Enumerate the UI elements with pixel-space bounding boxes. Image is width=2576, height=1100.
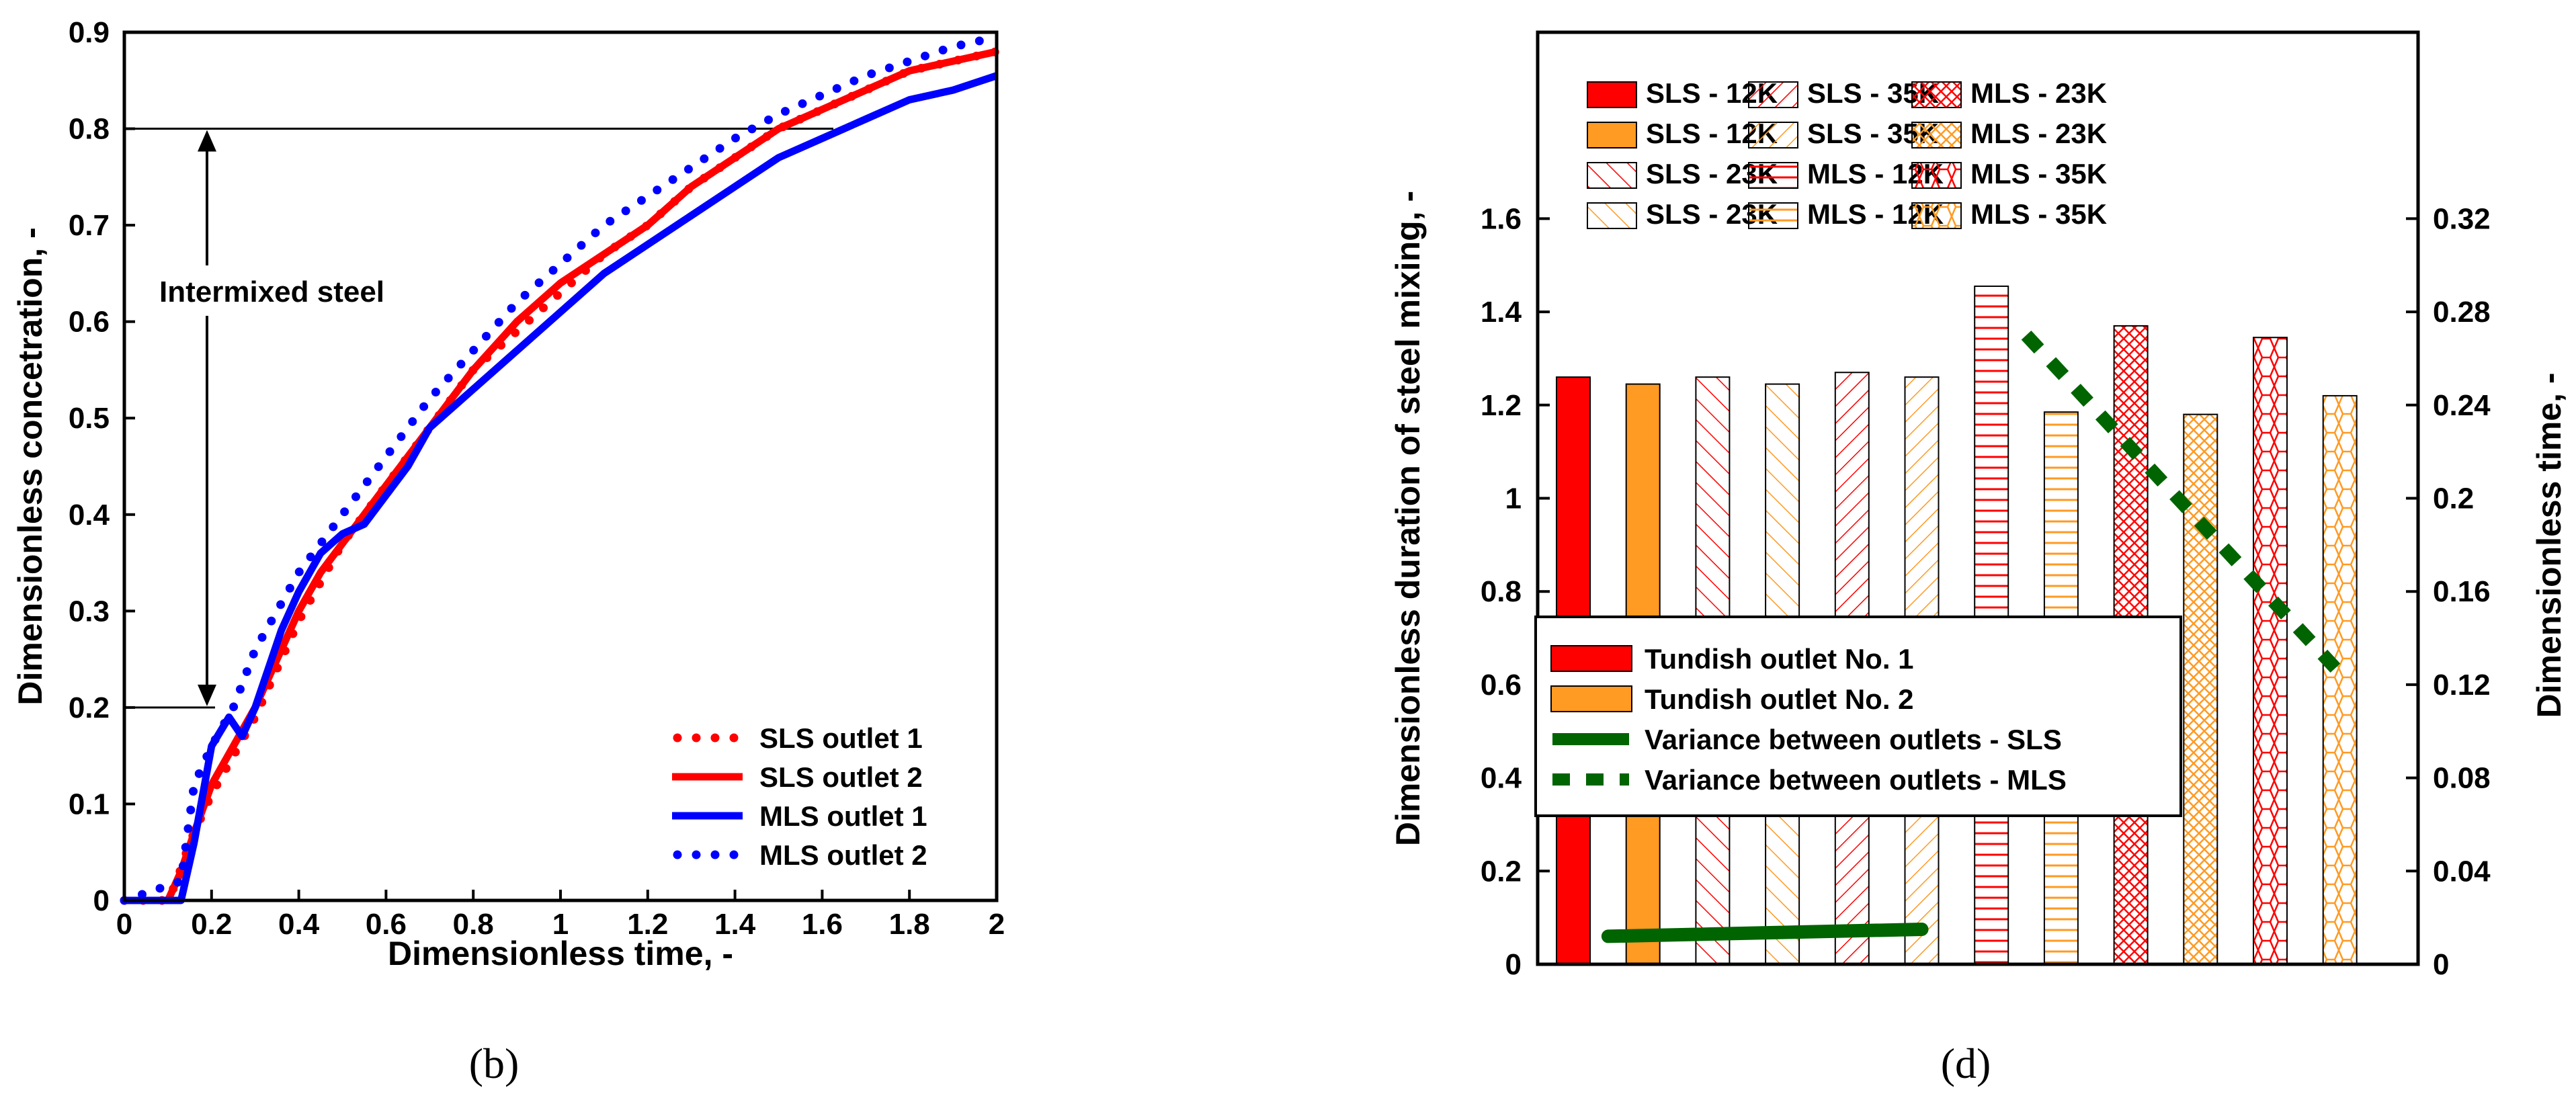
y2-tick-label: 0.24 bbox=[2433, 389, 2491, 422]
annotation-arrowhead-down bbox=[198, 684, 216, 706]
x-tick-label: 1 bbox=[552, 908, 569, 941]
legend-swatch bbox=[1550, 685, 1632, 712]
legend-pattern-swatch bbox=[1587, 81, 1637, 108]
x-tick-label: 0 bbox=[116, 908, 132, 941]
legend-pattern-label: MLS - 23K bbox=[1970, 77, 2107, 109]
x-axis-title: Dimensionless time, - bbox=[388, 935, 733, 972]
legend-pattern-swatch bbox=[1748, 122, 1798, 149]
legend-pattern-swatch bbox=[1911, 202, 1962, 229]
y-tick-label: 0 bbox=[93, 884, 110, 917]
y2-tick-label: 0.32 bbox=[2433, 202, 2491, 235]
legend-label: SLS outlet 2 bbox=[759, 761, 923, 793]
legend-label: MLS outlet 1 bbox=[759, 800, 927, 832]
x-tick-label: 2 bbox=[989, 908, 1005, 941]
y2-tick-label: 0.08 bbox=[2433, 762, 2491, 795]
y2-tick-label: 0.12 bbox=[2433, 669, 2491, 702]
y-tick-label: 1 bbox=[1505, 482, 1522, 515]
legend-label: SLS outlet 1 bbox=[759, 722, 923, 754]
legend-pattern-label: MLS - 35K bbox=[1970, 198, 2107, 230]
x-tick-label: 1.8 bbox=[889, 908, 930, 941]
legend-pattern-swatch bbox=[1748, 162, 1798, 189]
series-line-3 bbox=[124, 72, 998, 904]
y-tick-label: 0.5 bbox=[69, 402, 110, 435]
legend-pattern-swatch bbox=[1587, 122, 1637, 149]
y-tick-label: 0.8 bbox=[69, 113, 110, 146]
variance-line-2 bbox=[2021, 330, 2345, 678]
y-tick-label: 0.8 bbox=[1481, 575, 1522, 608]
legend-pattern-swatch bbox=[1748, 202, 1798, 229]
y-axis-title: Dimensionless duration of steel mixing, … bbox=[1389, 191, 1427, 846]
y-tick-label: 0.4 bbox=[1481, 762, 1522, 795]
bar bbox=[2322, 394, 2358, 965]
y-tick-label: 0.6 bbox=[1481, 669, 1522, 702]
bar bbox=[2183, 413, 2218, 965]
x-tick-label: 1.4 bbox=[714, 908, 756, 941]
legend-pattern-swatch bbox=[1587, 162, 1637, 189]
y-tick-label: 0.1 bbox=[69, 788, 110, 820]
x-tick-label: 1.6 bbox=[802, 908, 843, 941]
y-tick-label: 0.3 bbox=[69, 595, 110, 628]
y-tick-label: 0.4 bbox=[69, 499, 110, 532]
y-tick-label: 1.4 bbox=[1481, 296, 1522, 329]
variance-line-1 bbox=[1601, 922, 1929, 943]
legend-swatch bbox=[1550, 645, 1632, 672]
y-tick-label: 1.6 bbox=[1481, 202, 1522, 235]
legend-box bbox=[1534, 616, 2182, 817]
y-tick-label: 0.6 bbox=[69, 306, 110, 339]
y-tick-label: 0.2 bbox=[1481, 855, 1522, 888]
y2-tick-label: 0 bbox=[2433, 948, 2449, 981]
legend-pattern-swatch bbox=[1911, 162, 1962, 189]
y2-axis-title: Dimensionless time, - bbox=[2530, 372, 2568, 718]
x-tick-label: 0.2 bbox=[191, 908, 232, 941]
y-axis-title: Dimensionless concetration, - bbox=[11, 227, 49, 705]
y-tick-label: 0.7 bbox=[69, 209, 110, 242]
chart-panel-b: Intermixed steel 0 0.2 0.4 0.6 0.8 1 1.2 1.4 1.6 1… bbox=[11, 16, 1005, 1087]
legend-label: Tundish outlet No. 2 bbox=[1645, 683, 1914, 715]
legend-pattern-swatch bbox=[1911, 81, 1962, 108]
panel-label-d: (d) bbox=[1941, 1040, 1991, 1087]
legend-pattern-swatch bbox=[1911, 122, 1962, 149]
x-tick-label: 0.6 bbox=[366, 908, 407, 941]
panel-label-b: (b) bbox=[469, 1040, 520, 1087]
legend-pattern-label: MLS - 35K bbox=[1970, 158, 2107, 189]
x-tick-label: 0.4 bbox=[278, 908, 320, 941]
legend-label: Variance between outlets - MLS bbox=[1645, 764, 2067, 796]
x-tick-label: 0.8 bbox=[453, 908, 494, 941]
x-tick-label: 1.2 bbox=[627, 908, 668, 941]
annotation-label: Intermixed steel bbox=[159, 276, 384, 308]
legend-label: MLS outlet 2 bbox=[759, 839, 927, 871]
y-tick-label: 0.9 bbox=[69, 16, 110, 49]
y2-tick-label: 0.28 bbox=[2433, 296, 2491, 329]
legend-label: Tundish outlet No. 1 bbox=[1645, 643, 1914, 675]
legend-pattern-swatch bbox=[1748, 81, 1798, 108]
y2-tick-label: 0.2 bbox=[2433, 482, 2474, 515]
y-tick-label: 1.2 bbox=[1481, 389, 1522, 422]
y2-tick-label: 0.04 bbox=[2433, 855, 2491, 888]
y-tick-label: 0 bbox=[1505, 948, 1522, 981]
chart-panel-d: 0 0.2 0.4 0.6 0.8 1 1.2 1.4 1.6 0 0.04 0.08 0.12 0.16… bbox=[1389, 30, 2568, 1087]
y2-tick-label: 0.16 bbox=[2433, 575, 2491, 608]
annotation-arrowhead-up bbox=[198, 130, 216, 152]
legend-pattern-swatch bbox=[1587, 202, 1637, 229]
y-tick-label: 0.2 bbox=[69, 691, 110, 724]
legend-label: Variance between outlets - SLS bbox=[1645, 724, 2062, 755]
bar bbox=[2253, 337, 2288, 965]
legend-pattern-label: MLS - 23K bbox=[1970, 118, 2107, 149]
